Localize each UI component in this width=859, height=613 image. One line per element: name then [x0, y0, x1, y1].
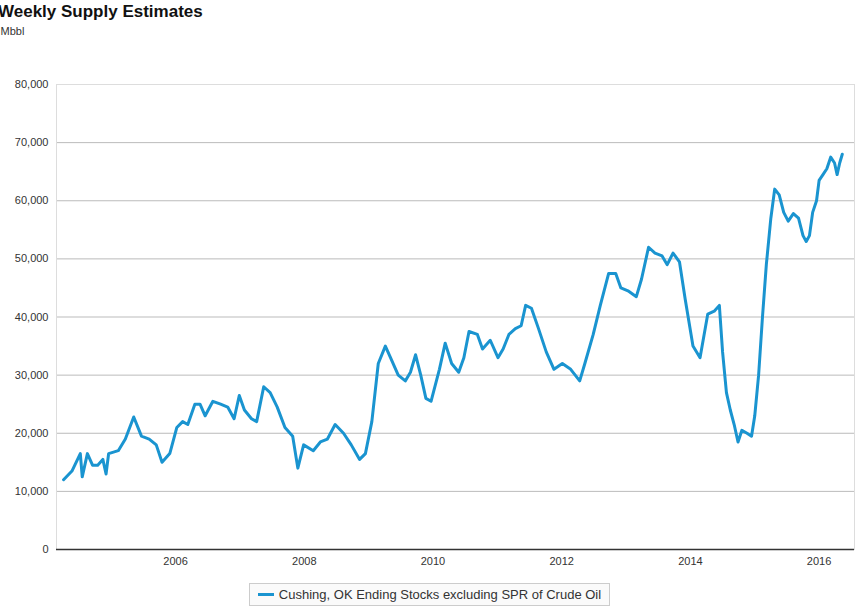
svg-text:2014: 2014	[678, 555, 702, 567]
svg-text:2006: 2006	[163, 555, 187, 567]
svg-text:60,000: 60,000	[15, 194, 49, 206]
svg-text:40,000: 40,000	[15, 311, 49, 323]
svg-text:20,000: 20,000	[15, 427, 49, 439]
svg-text:2010: 2010	[421, 555, 445, 567]
svg-text:2008: 2008	[292, 555, 316, 567]
svg-text:50,000: 50,000	[15, 252, 49, 264]
svg-text:80,000: 80,000	[15, 78, 49, 90]
html-text:Cushing, OK Ending Stocks excl: Cushing, OK Ending Stocks excluding SPR …	[278, 586, 602, 602]
svg-text:10,000: 10,000	[15, 485, 49, 497]
svg-text:70,000: 70,000	[15, 136, 49, 148]
svg-text:Mbbl: Mbbl	[1, 25, 25, 37]
svg-text:0: 0	[42, 543, 48, 555]
svg-text:30,000: 30,000	[15, 369, 49, 381]
svg-text:2012: 2012	[549, 555, 573, 567]
svg-text:2016: 2016	[807, 555, 831, 567]
